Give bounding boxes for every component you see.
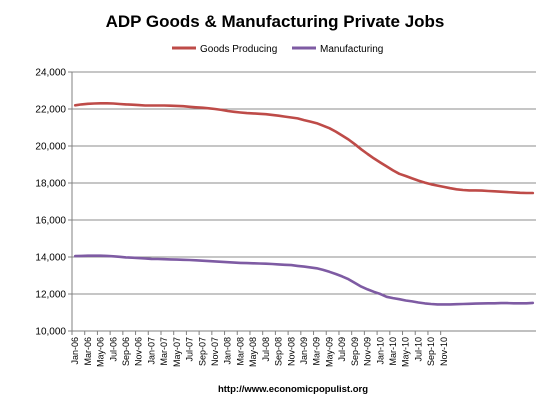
x-tick-label: Jan-06 — [70, 337, 80, 365]
legend-label-goods-producing: Goods Producing — [200, 44, 277, 55]
x-tick-label: Mar-07 — [159, 337, 169, 366]
legend: Goods Producing Manufacturing — [172, 44, 383, 55]
source-credit: http://www.economicpopulist.org — [218, 384, 368, 395]
x-tick-label: Mar-09 — [312, 337, 322, 366]
x-tick-label: Mar-08 — [235, 337, 245, 366]
series-lines — [73, 102, 535, 306]
x-tick-label: Sep-06 — [121, 337, 131, 366]
x-tick-label: May-09 — [324, 337, 334, 367]
series-line-manufacturing — [73, 254, 535, 306]
y-tick-label: 16,000 — [35, 216, 66, 227]
legend-label-manufacturing: Manufacturing — [320, 44, 383, 55]
chart-title: ADP Goods & Manufacturing Private Jobs — [106, 12, 445, 31]
x-tick-label: May-08 — [248, 337, 258, 367]
y-tick-label: 20,000 — [35, 142, 66, 153]
x-tick-label: Nov-06 — [134, 337, 144, 366]
y-tick-label: 10,000 — [35, 327, 66, 338]
y-tick-label: 24,000 — [35, 68, 66, 79]
x-tick-label: Sep-10 — [426, 337, 436, 366]
x-tick-label: Jul-08 — [261, 337, 271, 362]
y-tick-label: 22,000 — [35, 105, 66, 116]
x-tick-label: Nov-10 — [439, 337, 449, 366]
y-tick-label: 12,000 — [35, 290, 66, 301]
x-tick-label: Jan-07 — [146, 337, 156, 365]
x-tick-label: May-06 — [96, 337, 106, 367]
x-tick-label: Jul-10 — [413, 337, 423, 362]
x-tick-label: Nov-08 — [286, 337, 296, 366]
y-tick-label: 18,000 — [35, 179, 66, 190]
x-tick-label: May-10 — [401, 337, 411, 367]
series-line-goods-producing — [73, 102, 535, 195]
x-tick-label: Sep-09 — [350, 337, 360, 366]
x-tick-label: Mar-06 — [83, 337, 93, 366]
x-tick-label: Nov-07 — [210, 337, 220, 366]
x-tick-label: Nov-09 — [363, 337, 373, 366]
x-tick-label: May-07 — [172, 337, 182, 367]
x-tick-label: Jul-07 — [185, 337, 195, 362]
gridlines — [72, 71, 536, 332]
x-axis: Jan-06 Mar-06 May-06 Jul-06 Sep-06 Nov-06 Jan-… — [70, 330, 536, 367]
y-axis: 10,000 12,000 14,000 16,000 18,000 20,000 22,0… — [35, 68, 73, 338]
x-tick-label: Jan-10 — [375, 337, 385, 365]
x-tick-label: Jul-06 — [108, 337, 118, 362]
x-tick-label: Mar-10 — [388, 337, 398, 366]
x-tick-label: Jul-09 — [337, 337, 347, 362]
y-tick-label: 14,000 — [35, 253, 66, 264]
x-tick-label: Jan-08 — [223, 337, 233, 365]
x-tick-label: Sep-07 — [197, 337, 207, 366]
x-tick-label: Sep-08 — [274, 337, 284, 366]
x-tick-label: Jan-09 — [299, 337, 309, 365]
